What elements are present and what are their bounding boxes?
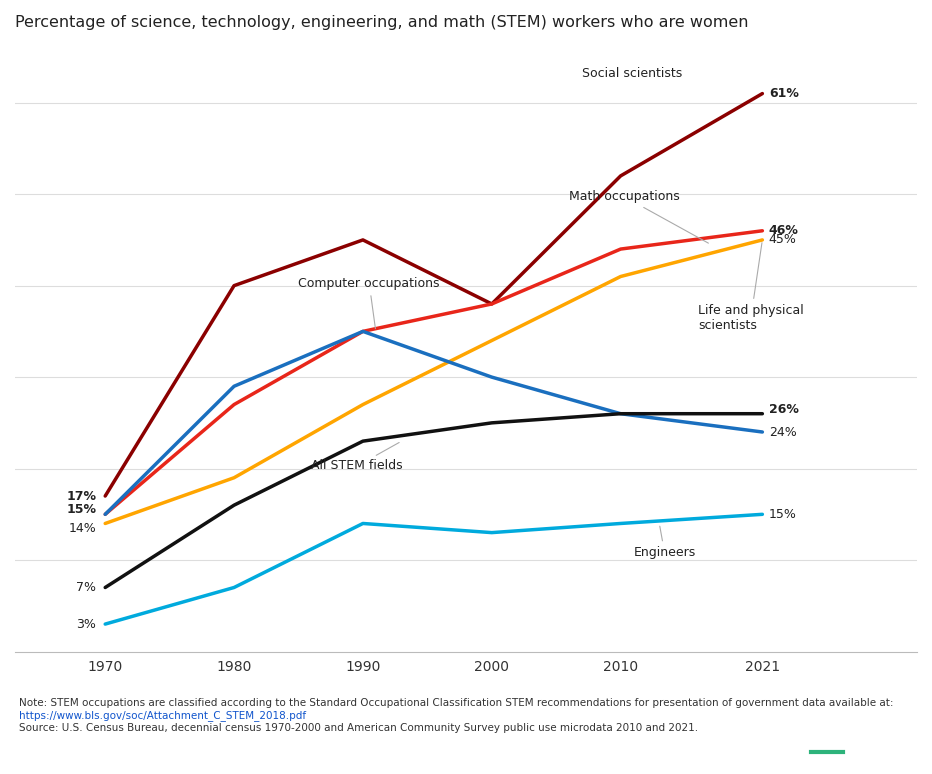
Text: https://www.bls.gov/soc/Attachment_C_STEM_2018.pdf: https://www.bls.gov/soc/Attachment_C_STE…	[19, 711, 306, 721]
Text: 7%: 7%	[76, 581, 96, 594]
Text: 14%: 14%	[68, 522, 96, 535]
Text: 24%: 24%	[769, 426, 797, 439]
Text: Life and physical
scientists: Life and physical scientists	[698, 243, 803, 332]
Text: 61%: 61%	[769, 87, 799, 100]
Text: Social scientists: Social scientists	[582, 67, 682, 80]
Text: Note: STEM occupations are classified according to the Standard Occupational Cla: Note: STEM occupations are classified ac…	[19, 698, 893, 708]
Text: 15%: 15%	[769, 508, 797, 521]
Text: Percentage of science, technology, engineering, and math (STEM) workers who are : Percentage of science, technology, engin…	[15, 15, 748, 30]
Text: 46%: 46%	[769, 224, 799, 238]
Text: 17%: 17%	[66, 489, 96, 502]
Text: Computer occupations: Computer occupations	[298, 277, 440, 329]
Text: Math occupations: Math occupations	[569, 190, 708, 243]
Text: All STEM fields: All STEM fields	[311, 443, 403, 472]
Text: 15%: 15%	[66, 503, 96, 516]
Text: Source: U.S. Census Bureau, decennial census 1970-2000 and American Community Su: Source: U.S. Census Bureau, decennial ce…	[19, 723, 698, 733]
Text: Engineers: Engineers	[634, 526, 696, 560]
Text: 3%: 3%	[76, 618, 96, 631]
Text: 26%: 26%	[769, 402, 799, 416]
Text: 45%: 45%	[769, 234, 797, 246]
